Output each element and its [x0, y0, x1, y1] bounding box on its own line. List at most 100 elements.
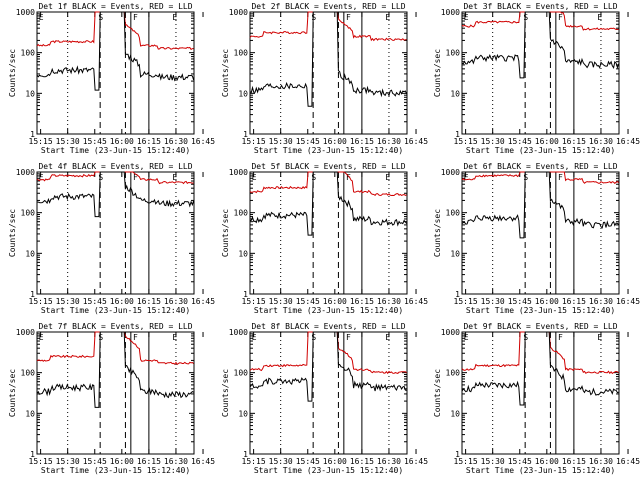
x-tick-label: 16:30: [589, 457, 613, 466]
x-tick-label: 16:30: [377, 137, 401, 146]
marker-label-f: F: [133, 333, 138, 342]
x-tick-label: 15:15: [29, 297, 53, 306]
x-tick-label: 16:45: [616, 457, 640, 466]
panel-det-9: Det 9f BLACK = Events, RED = LLD 1 10 100 10…: [433, 322, 640, 475]
y-tick-label: 100: [21, 49, 36, 58]
x-tick-label: 15:15: [29, 137, 53, 146]
x-tick-label: 15:15: [242, 457, 266, 466]
series-events: [36, 331, 194, 408]
series-lld: [461, 11, 619, 31]
x-tick-label: 16:00: [110, 137, 134, 146]
marker-label-e: E: [39, 173, 44, 182]
y-tick-label: 1000: [229, 168, 248, 177]
y-tick-label: 1: [243, 450, 248, 459]
x-axis-label: Start Time (23-Jun-15 15:12:40): [254, 306, 403, 315]
marker-label-s: S: [98, 333, 103, 342]
plot-frame: [461, 11, 620, 135]
marker-label-f: F: [133, 13, 138, 22]
x-tick-label: 16:15: [562, 297, 586, 306]
marker-label-e: E: [464, 173, 469, 182]
series-events: [461, 331, 619, 406]
x-tick-label: 16:15: [562, 457, 586, 466]
marker-label-s: S: [523, 173, 528, 182]
x-tick-label: 15:15: [454, 137, 478, 146]
panel-det-4: Det 4f BLACK = Events, RED = LLD 1 10 100 10…: [8, 162, 215, 315]
y-axis-label: Counts/sec: [433, 209, 442, 257]
y-tick-label: 1: [30, 290, 35, 299]
x-tick-label: 16:30: [377, 297, 401, 306]
series-events: [461, 171, 619, 239]
series-lld: [36, 11, 194, 51]
panel-det-3: Det 3f BLACK = Events, RED = LLD 1 10 100 10…: [433, 2, 640, 155]
y-tick-label: 1: [243, 130, 248, 139]
series-lld: [249, 11, 407, 42]
x-tick-label: 16:30: [164, 457, 188, 466]
marker-label-f: F: [346, 13, 351, 22]
y-axis-label: Counts/sec: [8, 209, 17, 257]
panel-title: Det 9f BLACK = Events, RED = LLD: [463, 322, 617, 331]
y-tick-label: 1000: [16, 168, 35, 177]
y-tick-label: 10: [25, 89, 35, 98]
y-axis-label: Counts/sec: [8, 49, 17, 97]
panel-det-8: Det 8f BLACK = Events, RED = LLD 1 10 100 10…: [221, 322, 428, 475]
series-events: [249, 11, 408, 107]
y-tick-label: 1000: [441, 328, 460, 337]
x-tick-label: 16:00: [110, 457, 134, 466]
series-lld: [461, 171, 619, 184]
marker-label-e: E: [385, 333, 390, 342]
marker-label-f: F: [346, 173, 351, 182]
y-tick-label: 1: [455, 130, 460, 139]
x-axis-label: Start Time (23-Jun-15 15:12:40): [41, 466, 190, 475]
y-tick-label: 100: [234, 369, 249, 378]
x-tick-label: 16:30: [377, 457, 401, 466]
panel-title: Det 7f BLACK = Events, RED = LLD: [38, 322, 192, 331]
x-tick-label: 16:15: [137, 297, 161, 306]
plot-frame: [36, 11, 195, 135]
x-tick-label: 15:15: [242, 137, 266, 146]
y-axis-label: Counts/sec: [221, 209, 230, 257]
series-lld: [36, 331, 194, 366]
marker-label-f: F: [558, 333, 563, 342]
marker-label-f: F: [558, 173, 563, 182]
x-tick-label: 15:45: [296, 457, 320, 466]
x-tick-label: 16:45: [616, 137, 640, 146]
x-tick-label: 15:45: [83, 297, 107, 306]
panel-title: Det 1f BLACK = Events, RED = LLD: [38, 2, 192, 11]
x-tick-label: 16:45: [404, 457, 428, 466]
y-tick-label: 100: [21, 209, 36, 218]
marker-label-e: E: [172, 333, 177, 342]
x-tick-label: 16:00: [535, 457, 559, 466]
marker-label-s: S: [98, 13, 103, 22]
x-tick-label: 16:00: [535, 137, 559, 146]
x-tick-label: 16:15: [350, 457, 374, 466]
x-tick-label: 15:45: [296, 137, 320, 146]
panel-title: Det 6f BLACK = Events, RED = LLD: [463, 162, 617, 171]
y-tick-label: 1: [455, 290, 460, 299]
x-tick-label: 15:15: [454, 297, 478, 306]
panel-title: Det 3f BLACK = Events, RED = LLD: [463, 2, 617, 11]
y-tick-label: 1000: [441, 8, 460, 17]
plot-frame: [249, 171, 408, 295]
plot-frame: [461, 171, 620, 295]
x-tick-label: 15:45: [508, 137, 532, 146]
x-tick-label: 15:30: [269, 457, 293, 466]
x-tick-label: 15:15: [454, 457, 478, 466]
y-tick-label: 1000: [441, 168, 460, 177]
marker-label-e: E: [172, 13, 177, 22]
x-tick-label: 16:30: [589, 137, 613, 146]
x-tick-label: 16:15: [137, 137, 161, 146]
y-tick-label: 10: [450, 89, 460, 98]
x-tick-label: 15:30: [481, 297, 505, 306]
y-tick-label: 1: [30, 130, 35, 139]
x-tick-label: 16:00: [323, 457, 347, 466]
y-tick-label: 100: [446, 369, 461, 378]
marker-label-e: E: [172, 173, 177, 182]
marker-label-s: S: [98, 173, 103, 182]
x-tick-label: 16:00: [110, 297, 134, 306]
marker-label-e: E: [385, 13, 390, 22]
y-axis-label: Counts/sec: [433, 369, 442, 417]
x-tick-label: 15:30: [56, 137, 80, 146]
y-tick-label: 1000: [16, 8, 35, 17]
y-tick-label: 1: [455, 450, 460, 459]
marker-label-e: E: [597, 333, 602, 342]
